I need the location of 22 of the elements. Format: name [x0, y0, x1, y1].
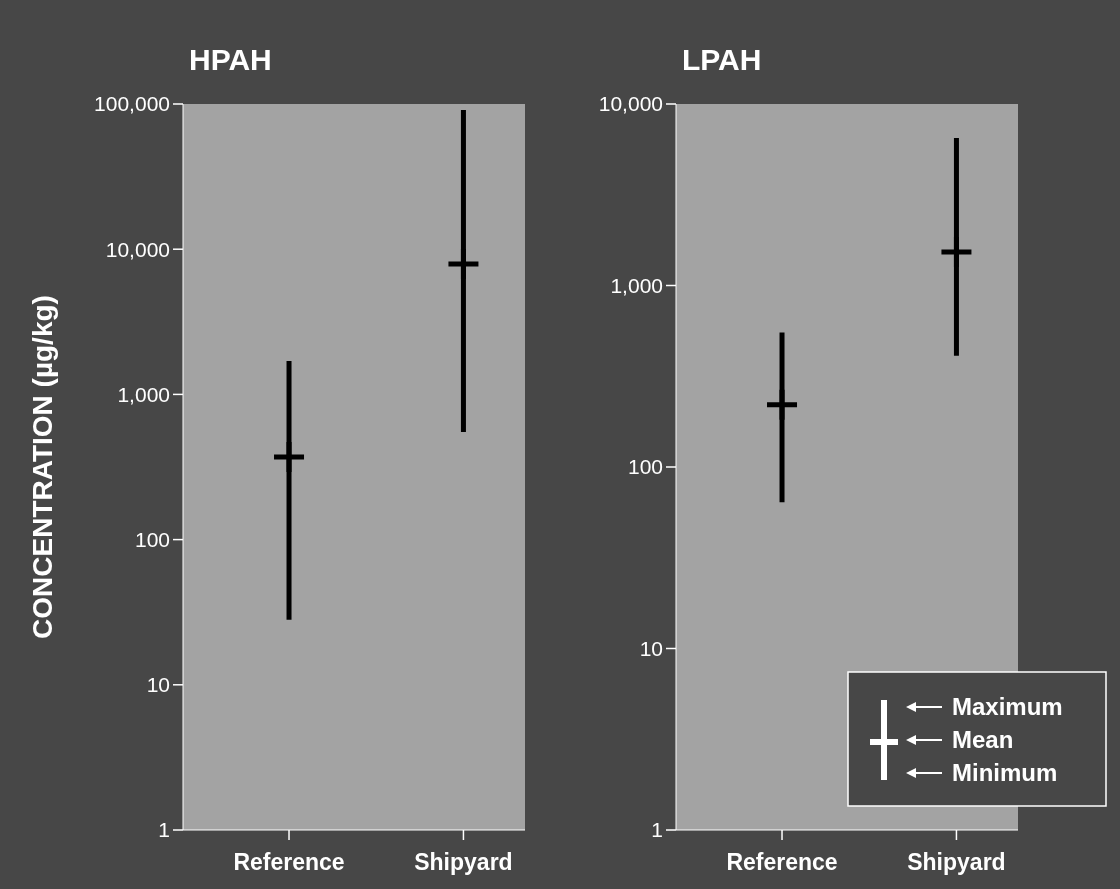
- y-tick-label: 10: [146, 673, 170, 697]
- x-tick-label: Shipyard: [907, 849, 1006, 875]
- y-tick-label: 100: [134, 527, 170, 551]
- y-tick-label: 100: [627, 455, 663, 479]
- annotation: Minimum: [952, 759, 1058, 787]
- y-tick-label: 1: [651, 818, 663, 842]
- y-tick-label: 10,000: [598, 92, 663, 116]
- y-tick-label: 1,000: [117, 382, 170, 406]
- x-tick-label: Reference: [233, 849, 345, 875]
- key-box: Maximum Mean Minimum: [847, 671, 1107, 807]
- y-tick-label: 10: [639, 636, 663, 660]
- y-tick-label: 1: [158, 818, 170, 842]
- x-tick-label: Shipyard: [414, 849, 513, 875]
- chart-title: LPAH: [682, 43, 762, 76]
- y-axis-title: CONCENTRATION (µg/kg): [27, 295, 58, 639]
- y-tick-label: 100,000: [94, 92, 170, 116]
- y-tick-label: 10,000: [105, 237, 170, 261]
- annotation: Maximum: [952, 693, 1063, 721]
- annotation: Mean: [952, 726, 1014, 754]
- y-tick-label: 1,000: [610, 273, 663, 297]
- chart-title: HPAH: [189, 43, 272, 76]
- x-tick-label: Reference: [726, 849, 838, 875]
